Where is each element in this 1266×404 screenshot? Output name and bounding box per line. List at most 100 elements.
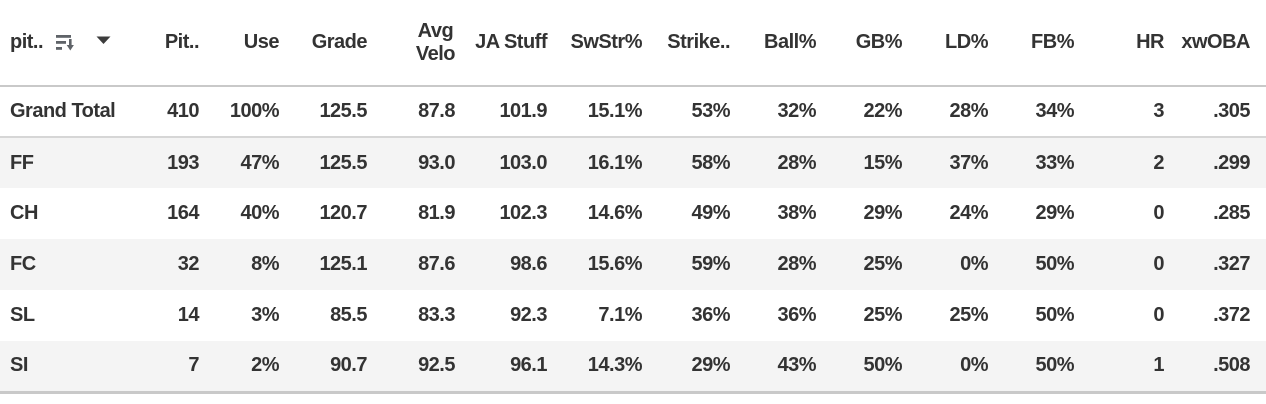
header-row: pit.. — [0, 0, 1266, 87]
value-cell: 28% — [949, 100, 988, 122]
dropdown-caret-icon[interactable] — [96, 36, 111, 45]
column-header-label: Use — [243, 31, 280, 53]
value-cell: 103.0 — [499, 151, 547, 174]
value-cell: .285 — [1213, 202, 1250, 224]
value-cell: 125.1 — [319, 253, 367, 275]
column-header-ja-stuff[interactable]: JA Stuff — [471, 0, 563, 87]
value-cell: 83.3 — [418, 304, 455, 326]
column-header-pit[interactable]: Pit.. — [140, 0, 215, 87]
column-header-ld[interactable]: LD% — [918, 0, 1004, 87]
value-cell: 15% — [863, 151, 902, 174]
value-cell: 32% — [777, 100, 816, 122]
pitch-type-cell: Grand Total — [10, 100, 116, 122]
column-header-use[interactable]: Use — [215, 0, 295, 87]
value-cell: 3% — [251, 304, 279, 326]
column-header-avg-velo[interactable]: Avg Velo — [383, 0, 471, 87]
value-cell: 0% — [960, 253, 988, 275]
value-cell: 100% — [229, 100, 280, 122]
value-cell: 50% — [1035, 304, 1074, 326]
column-header-xwoba[interactable]: xwOBA — [1180, 0, 1266, 87]
column-header-strike[interactable]: Strike.. — [658, 0, 746, 87]
pitch-type-cell: FF — [10, 151, 34, 174]
value-cell: 193 — [167, 151, 199, 174]
value-cell: 81.9 — [418, 202, 455, 224]
column-header-gb[interactable]: GB% — [832, 0, 918, 87]
value-cell: 47% — [240, 151, 279, 174]
value-cell: 2 — [1153, 151, 1164, 174]
table-row-si: SI 7 2% 90.7 92.5 96.1 14.3% 29% 43% 50% 0% 50% 1 .50… — [0, 341, 1266, 392]
value-cell: 40% — [240, 202, 279, 224]
column-header-swstr[interactable]: SwStr% — [563, 0, 658, 87]
column-header-label: Avg Velo — [415, 19, 456, 65]
value-cell: 28% — [777, 151, 816, 174]
column-header-label: HR — [1136, 31, 1164, 53]
pitch-stats-table-grid: pit.. — [0, 0, 1266, 392]
column-header-label: LD% — [945, 31, 988, 53]
value-cell: 93.0 — [418, 151, 455, 174]
column-header-fb[interactable]: FB% — [1004, 0, 1090, 87]
table-row-sl: SL 14 3% 85.5 83.3 92.3 7.1% 36% 36% 25% 25% 50% 0 .3… — [0, 290, 1266, 341]
value-cell: 125.5 — [319, 151, 367, 174]
value-cell: 14 — [177, 304, 200, 326]
value-cell: 8% — [251, 253, 279, 275]
value-cell: 49% — [691, 202, 730, 224]
column-header-label: Grade — [311, 31, 368, 53]
value-cell: 25% — [863, 304, 902, 326]
pitch-type-cell: CH — [10, 202, 38, 224]
value-cell: 15.6% — [587, 253, 643, 275]
value-cell: .508 — [1213, 354, 1250, 377]
value-cell: .372 — [1213, 304, 1250, 326]
value-cell: 0 — [1153, 202, 1164, 224]
value-cell: 0 — [1153, 253, 1164, 275]
column-header-hr[interactable]: HR — [1090, 0, 1180, 87]
value-cell: 50% — [1035, 253, 1074, 275]
value-cell: 24% — [949, 202, 988, 224]
value-cell: 2% — [251, 354, 279, 377]
value-cell: 29% — [1035, 202, 1074, 224]
column-header-label: FB% — [1031, 31, 1074, 53]
value-cell: 164 — [167, 202, 199, 224]
value-cell: 85.5 — [330, 304, 367, 326]
value-cell: 28% — [777, 253, 816, 275]
value-cell: 50% — [863, 354, 902, 377]
grand-total-row: Grand Total 410 100% 125.5 87.8 101.9 15.1% 53%… — [0, 86, 1266, 137]
table-row-ch: CH 164 40% 120.7 81.9 102.3 14.6% 49% 38% 29% 24% 2… — [0, 188, 1266, 239]
value-cell: 22% — [863, 100, 902, 122]
value-cell: 29% — [863, 202, 902, 224]
value-cell: 50% — [1035, 354, 1074, 377]
column-header-grade[interactable]: Grade — [295, 0, 383, 87]
value-cell: 101.9 — [499, 100, 547, 122]
value-cell: 14.3% — [587, 354, 643, 377]
value-cell: 34% — [1035, 100, 1074, 122]
value-cell: 90.7 — [330, 354, 367, 377]
pitch-type-cell: FC — [10, 253, 36, 275]
value-cell: 36% — [691, 304, 730, 326]
pitch-type-header-label: pit.. — [10, 31, 44, 53]
table-body: Grand Total 410 100% 125.5 87.8 101.9 15.1% 53%… — [0, 86, 1266, 392]
value-cell: .299 — [1213, 151, 1250, 174]
sort-descending-icon[interactable] — [56, 34, 78, 52]
table-row-fc: FC 32 8% 125.1 87.6 98.6 15.6% 59% 28% 25% 0% 50% 0.… — [0, 239, 1266, 290]
column-header-pitch-type[interactable]: pit.. — [0, 0, 140, 87]
value-cell: 29% — [691, 354, 730, 377]
value-cell: 410 — [167, 100, 199, 122]
value-cell: 0% — [960, 354, 988, 377]
value-cell: 7.1% — [598, 304, 642, 326]
column-header-ball[interactable]: Ball% — [746, 0, 832, 87]
column-header-label: xwOBA — [1181, 31, 1250, 53]
value-cell: 25% — [863, 253, 902, 275]
value-cell: 32 — [177, 253, 200, 275]
value-cell: 92.3 — [510, 304, 547, 326]
value-cell: 14.6% — [587, 202, 643, 224]
column-header-label: SwStr% — [570, 31, 643, 53]
column-header-label: Ball% — [764, 31, 816, 53]
column-header-label: GB% — [855, 31, 903, 53]
value-cell: 7 — [188, 354, 199, 377]
pitch-type-cell: SI — [10, 354, 28, 377]
value-cell: 25% — [949, 304, 988, 326]
pitch-type-cell: SL — [10, 304, 35, 326]
value-cell: 0 — [1153, 304, 1164, 326]
value-cell: 43% — [777, 354, 816, 377]
value-cell: 125.5 — [319, 100, 367, 122]
